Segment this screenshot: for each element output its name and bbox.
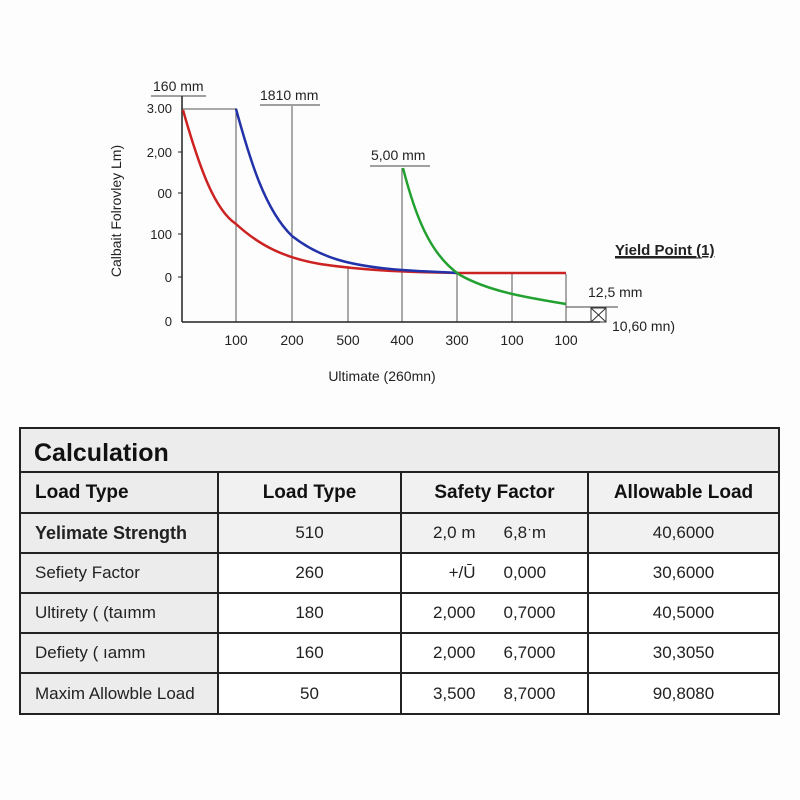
safety-factor-a: 2,000 bbox=[432, 603, 476, 622]
row-label: Maxim Allowble Load bbox=[21, 672, 219, 713]
table-row: Ultirety ( (taımm 180 2,000 0,7000 40,500… bbox=[21, 592, 778, 634]
safety-factor-b: 6,7000 bbox=[503, 643, 556, 662]
svg-text:12,5 mm: 12,5 mm bbox=[588, 284, 642, 300]
svg-text:0: 0 bbox=[165, 314, 172, 329]
svg-text:100: 100 bbox=[554, 332, 578, 348]
allowable-value: 30,3050 bbox=[587, 632, 778, 674]
row-label: Ultirety ( (taımm bbox=[21, 592, 219, 634]
load-value: 260 bbox=[217, 552, 402, 594]
allowable-value: 30,6000 bbox=[587, 552, 778, 594]
x-axis-label: Ultimate (260mn) bbox=[328, 368, 435, 384]
axes bbox=[181, 96, 600, 323]
annotations: 160 mm 1810 mm 5,00 mm 12,5 mm 10,60 mn) bbox=[153, 78, 675, 334]
series-red bbox=[181, 109, 566, 275]
allowable-value: 90,8080 bbox=[587, 672, 778, 713]
svg-text:3.00: 3.00 bbox=[147, 101, 172, 116]
table-row: Defiety ( ıamm 160 2,000 6,7000 30,3050 bbox=[21, 632, 778, 674]
svg-text:100: 100 bbox=[224, 332, 248, 348]
svg-text:00: 00 bbox=[158, 186, 172, 201]
stress-strain-chart: 3.00 2,00 00 100 0 0 100 200 500 400 300… bbox=[108, 78, 714, 384]
svg-text:300: 300 bbox=[445, 332, 469, 348]
row-label: Sefiety Factor bbox=[21, 552, 219, 594]
legend-title: Yield Point (1) bbox=[615, 242, 714, 259]
allowable-value: 40,5000 bbox=[587, 592, 778, 634]
svg-text:100: 100 bbox=[150, 227, 172, 242]
svg-text:160 mm: 160 mm bbox=[153, 78, 204, 94]
svg-text:500: 500 bbox=[336, 332, 360, 348]
svg-text:10,60 mn): 10,60 mn) bbox=[612, 318, 675, 334]
table-row: Maxim Allowble Load 50 3,500 8,7000 90,80… bbox=[21, 672, 778, 713]
series-blue bbox=[234, 108, 458, 275]
calculation-table: Load Type Load Type Safety Factor Allowa… bbox=[21, 473, 778, 713]
grid-lines bbox=[182, 106, 567, 322]
table-header-row: Load Type Load Type Safety Factor Allowa… bbox=[21, 473, 778, 514]
load-value: 510 bbox=[217, 512, 402, 554]
allowable-value: 40,6000 bbox=[587, 512, 778, 554]
load-value: 180 bbox=[217, 592, 402, 634]
annotation-lines bbox=[151, 95, 618, 308]
y-tick-labels: 3.00 2,00 00 100 0 0 bbox=[147, 101, 172, 329]
safety-factor-b: 0,000 bbox=[503, 563, 547, 582]
header-load-type: Load Type bbox=[21, 473, 219, 514]
safety-factor-a: 3,500 bbox=[432, 683, 476, 703]
header-load-type-2: Load Type bbox=[217, 473, 402, 514]
load-value: 50 bbox=[217, 672, 402, 713]
svg-text:400: 400 bbox=[390, 332, 414, 348]
safety-factor-b: 0,7000 bbox=[503, 603, 556, 622]
dimension-box-icon bbox=[590, 307, 607, 323]
safety-factor-cell: 2,000 6,7000 bbox=[400, 632, 589, 674]
safety-factor-cell: 2,0 m 6,8ˑm bbox=[400, 512, 589, 554]
svg-text:2,00: 2,00 bbox=[147, 145, 172, 160]
safety-factor-a: 2,000 bbox=[432, 643, 476, 662]
safety-factor-cell: 2,000 0,7000 bbox=[400, 592, 589, 634]
svg-text:0: 0 bbox=[165, 270, 172, 285]
row-label: Defiety ( ıamm bbox=[21, 632, 219, 674]
y-ticks bbox=[178, 151, 182, 278]
safety-factor-b: 8,7000 bbox=[503, 683, 556, 703]
header-safety-factor: Safety Factor bbox=[400, 473, 589, 514]
svg-text:200: 200 bbox=[280, 332, 304, 348]
x-tick-labels: 100 200 500 400 300 100 100 bbox=[224, 332, 578, 348]
svg-text:100: 100 bbox=[500, 332, 524, 348]
header-allowable-load: Allowable Load bbox=[587, 473, 778, 514]
svg-text:5,00 mm: 5,00 mm bbox=[371, 147, 425, 163]
y-axis-label: Calbait Folrovley Lm) bbox=[108, 145, 124, 277]
safety-factor-a: +/Ū bbox=[448, 563, 476, 582]
safety-factor-cell: +/Ū 0,000 bbox=[400, 552, 589, 594]
svg-text:1810 mm: 1810 mm bbox=[260, 87, 318, 103]
table-row: Yelimate Strength 510 2,0 m 6,8ˑm 40,6000 bbox=[21, 512, 778, 554]
calculation-table-panel: Calculation Load Type Load Type Safety F… bbox=[19, 427, 780, 715]
load-value: 160 bbox=[217, 632, 402, 674]
safety-factor-cell: 3,500 8,7000 bbox=[400, 672, 589, 713]
series-green bbox=[401, 167, 567, 306]
safety-factor-b: 6,8ˑm bbox=[503, 523, 547, 542]
safety-factor-a: 2,0 m bbox=[432, 523, 476, 542]
table-row: Sefiety Factor 260 +/Ū 0,000 30,6000 bbox=[21, 552, 778, 594]
calculation-title: Calculation bbox=[21, 429, 778, 473]
row-label: Yelimate Strength bbox=[21, 512, 219, 554]
